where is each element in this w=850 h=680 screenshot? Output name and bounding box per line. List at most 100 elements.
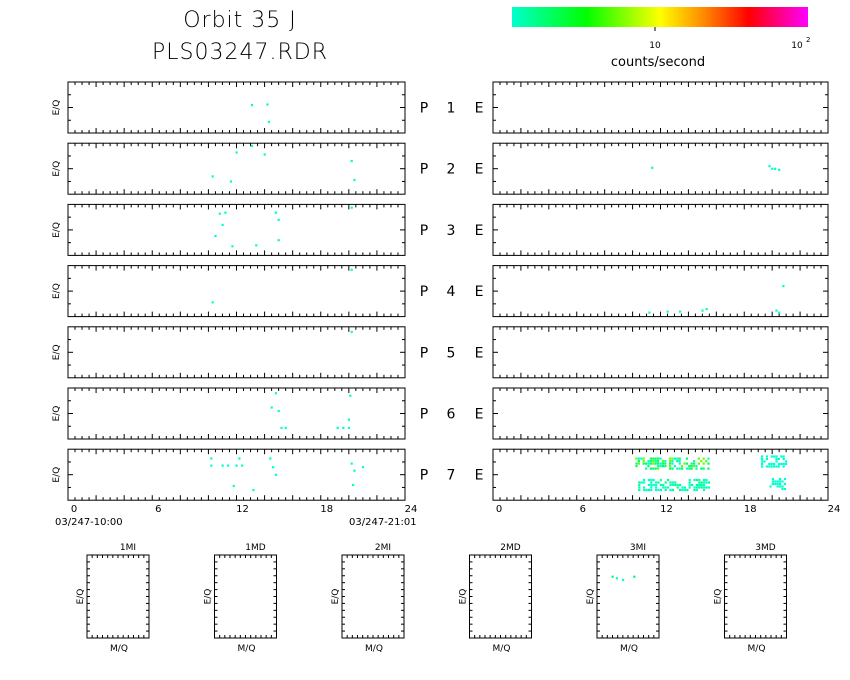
band-cell [652,460,655,463]
band-cell [669,462,672,465]
band-cell [768,465,771,468]
band-cell [777,465,780,468]
right-band [761,455,788,468]
band-cell [705,486,708,489]
left-point [252,489,255,492]
band-cell [669,467,672,470]
right-panel-frame [492,142,829,195]
band-cell [647,488,650,492]
band-cell [671,457,674,460]
band-cell [774,480,777,483]
band-cell [770,465,773,468]
band-cell [688,486,691,489]
left-point [269,457,272,460]
time-tick-label-left: 18 [320,504,333,515]
left-panel-frame-ticks [68,143,405,195]
band-cell [652,478,655,482]
band-cell [785,460,788,463]
band-cell [761,462,764,466]
band-cell [678,467,681,470]
left-point [232,484,235,488]
row-label-e: E [475,345,484,361]
mass-panel-2mi: 2MI E/Q M/Q [331,543,405,654]
band-cell [673,465,676,468]
band-cell [659,488,662,492]
left-point [336,426,339,429]
left-point [352,483,355,487]
band-cell [765,455,768,458]
row-label-p: P [420,468,428,484]
band-cell [664,460,667,463]
band-cell [640,457,643,460]
mass-panel-ylabel: E/Q [459,589,469,605]
right-panel-frame-ticks [493,388,828,439]
band-cell [765,457,768,461]
band-cell [650,483,653,487]
left-point [270,406,273,409]
right-panel-frame-ticks [493,143,828,195]
band-cell [664,462,667,465]
mass-panel-xlabel: M/Q [365,644,383,654]
band-cell [674,483,677,487]
band-cell [664,481,667,484]
row-label-p: P [420,284,428,300]
band-cell [688,467,691,470]
row-label-num: 6 [447,407,456,423]
band-cell [661,465,664,468]
band-cell [693,488,696,492]
band-cell [783,477,786,481]
mass-panel-title: 1MI [120,543,136,553]
band-cell [775,455,778,458]
band-cell [649,457,652,460]
band-cell [703,486,706,489]
band-cell [638,486,641,489]
row-label-e: E [475,284,484,300]
left-point [267,120,270,123]
band-cell [695,467,698,470]
band-cell [650,486,653,489]
colorbar-label: counts/second [611,55,705,70]
band-cell [688,478,691,482]
band-cell [782,455,785,458]
left-point [231,245,234,248]
band-cell [655,486,658,489]
mass-panel-title: 3MD [755,543,775,553]
band-cell [637,460,640,463]
left-point [229,180,233,183]
left-point [255,244,258,247]
band-cell [775,465,778,468]
left-point [349,394,352,397]
band-cell [647,465,650,468]
band-cell [659,457,662,460]
band-cell [650,478,653,482]
band-cell [707,481,710,484]
mass-panel-ticks [87,555,149,638]
band-cell [698,478,701,482]
right-panel-frame [492,265,829,318]
left-panel-frame-ticks [68,449,405,501]
left-point [210,457,213,460]
band-cell [667,478,670,482]
left-panel-frame-ticks [68,265,405,317]
band-cell [700,467,703,470]
band-cell [635,457,638,460]
mass-panel-3md: 3MD E/Q M/Q [714,543,787,654]
band-cell [768,462,771,466]
band-cell [703,478,706,482]
band-cell [678,462,681,465]
band-cell [693,465,696,468]
left-point [221,464,224,467]
right-band [769,477,786,491]
band-cell [693,460,696,463]
band-cell [690,465,693,468]
row-label-e: E [475,468,484,484]
band-cell [703,483,706,487]
band-cell [652,467,655,470]
mass-panel-xlabel: M/Q [620,644,638,654]
chart-title-line1: Orbit 35 J [183,8,297,33]
band-cell [659,483,662,487]
band-cell [642,460,645,463]
band-cell [773,462,776,466]
band-cell [703,488,706,492]
